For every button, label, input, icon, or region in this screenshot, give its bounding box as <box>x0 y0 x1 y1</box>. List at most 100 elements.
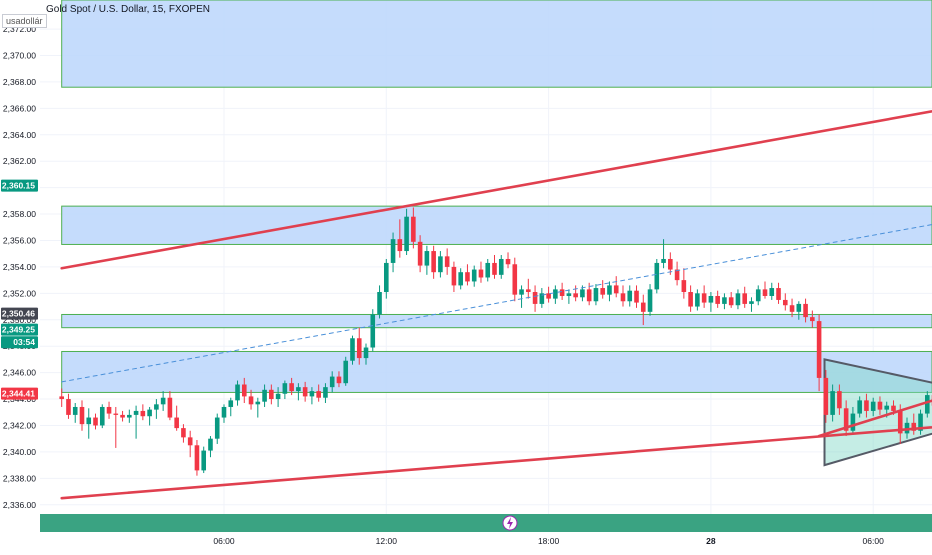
candle-body <box>262 390 267 402</box>
candle-body <box>668 259 673 270</box>
candle-body <box>837 391 842 408</box>
candle-body <box>533 292 538 304</box>
candle-body <box>661 259 666 263</box>
time-axis: 06:0012:0018:002806:0012:0018:002906:001… <box>0 532 932 550</box>
candle-body <box>614 285 619 293</box>
candle-body <box>181 428 186 437</box>
candle-body <box>742 293 747 304</box>
price-tick-label: 2,356.00 <box>3 235 36 245</box>
candle-body <box>506 259 511 264</box>
candle-body <box>431 251 436 272</box>
price-tick-label: 2,340.00 <box>3 447 36 457</box>
candle-body <box>66 399 71 415</box>
candle-body <box>330 377 335 388</box>
candle-body <box>871 402 876 411</box>
candle-body <box>736 293 741 305</box>
candle-body <box>519 289 524 294</box>
candle-body <box>289 383 294 391</box>
candle-body <box>391 239 396 263</box>
price-tick-label: 2,368.00 <box>3 77 36 87</box>
candle-body <box>114 414 119 415</box>
candle-body <box>195 445 200 470</box>
candle-body <box>316 391 321 398</box>
price-tick-label: 2,366.00 <box>3 103 36 113</box>
candle-body <box>925 395 930 413</box>
time-tick-label: 28 <box>706 536 716 546</box>
candle-body <box>709 296 714 303</box>
candle-body <box>107 407 112 414</box>
candle-body <box>648 289 653 311</box>
candle-body <box>790 305 795 312</box>
candle-body <box>560 289 565 296</box>
time-tick-label: 06:00 <box>863 536 885 546</box>
trend-lines <box>62 22 932 498</box>
candle-body <box>256 402 261 405</box>
candle-body <box>627 291 632 302</box>
channel-mid-line <box>62 137 932 381</box>
candle-body <box>512 264 517 294</box>
candle-body <box>769 288 774 296</box>
candle-body <box>641 303 646 312</box>
candle-body <box>857 400 862 413</box>
candle-body <box>296 387 301 391</box>
time-axis-bg <box>0 532 932 550</box>
candle-body <box>269 390 274 399</box>
symbol-tag[interactable]: usadollár <box>2 14 47 28</box>
footer-strip <box>40 514 932 532</box>
candle-body <box>824 378 829 415</box>
candle-body <box>398 239 403 251</box>
last-price-label: 2,349.25 <box>2 325 35 335</box>
candle-body <box>364 348 369 359</box>
candle-body <box>154 404 159 409</box>
candle-body <box>201 451 206 471</box>
candle-body <box>553 289 558 298</box>
candle-body <box>343 361 348 383</box>
candle-body <box>702 293 707 302</box>
candle-body <box>303 387 308 396</box>
candle-body <box>249 396 254 404</box>
candle-body <box>418 242 423 266</box>
candle-body <box>188 437 193 445</box>
candle-body <box>715 296 720 304</box>
candle-body <box>310 391 315 396</box>
candle-body <box>86 418 91 425</box>
candle-body <box>350 338 355 360</box>
candle-body <box>134 411 139 415</box>
candle-body <box>472 270 477 282</box>
candle-body <box>884 406 889 410</box>
candle-body <box>722 297 727 304</box>
price-tick-label: 2,352.00 <box>3 288 36 298</box>
candle-body <box>228 400 233 407</box>
candle-body <box>208 439 213 451</box>
price-tick-label: 2,364.00 <box>3 130 36 140</box>
candle-body <box>404 217 409 251</box>
candle-body <box>411 217 416 242</box>
candles <box>59 207 932 475</box>
candle-body <box>499 259 504 275</box>
candle-body <box>682 280 687 292</box>
candle-body <box>634 291 639 303</box>
candle-body <box>851 414 856 431</box>
candle-body <box>830 391 835 415</box>
candle-body <box>594 288 599 301</box>
candle-body <box>127 415 132 418</box>
candle-body <box>567 293 572 296</box>
candle-body <box>100 407 105 425</box>
candle-body <box>235 385 240 401</box>
candle-body <box>337 377 342 384</box>
candle-body <box>93 418 98 426</box>
candle-body <box>573 293 578 297</box>
mid-zone <box>62 314 932 327</box>
price-tick-label: 2,362.00 <box>3 156 36 166</box>
countdown-label: 03:54 <box>13 337 35 347</box>
candle-body <box>803 304 808 317</box>
range-top-label: 2,350.46 <box>2 309 35 319</box>
candle-body <box>864 400 869 411</box>
candle-body <box>749 301 754 304</box>
candle-body <box>445 256 450 267</box>
candle-body <box>323 387 328 398</box>
candle-body <box>526 289 531 292</box>
price-tick-label: 2,336.00 <box>3 500 36 510</box>
candle-body <box>655 263 660 289</box>
